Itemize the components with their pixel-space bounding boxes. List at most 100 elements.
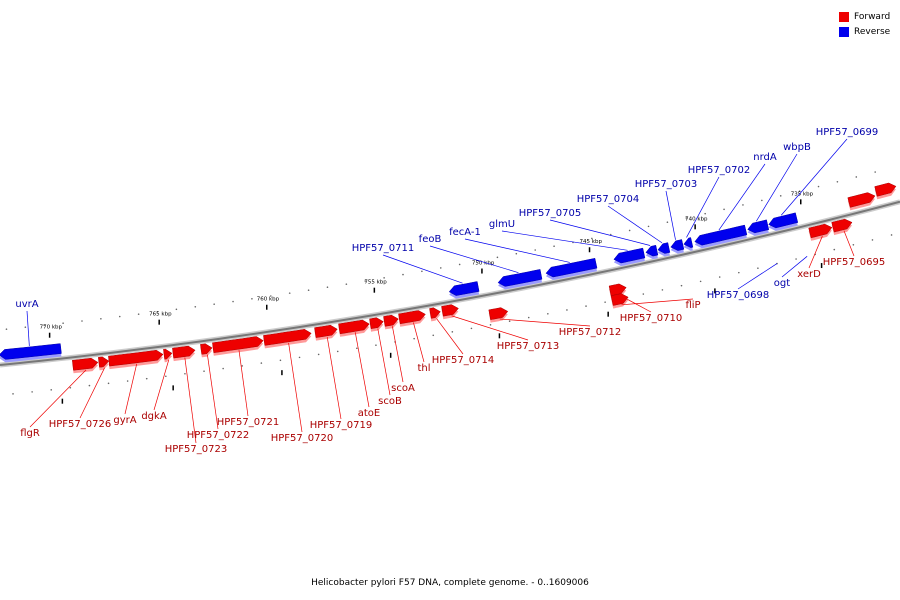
ruler-label: 770 kbp	[40, 325, 63, 331]
guide-dot	[62, 322, 64, 324]
feature-scoa[interactable]: scoA	[383, 314, 415, 394]
genome-caption: Helicobacter pylori F57 DNA, complete ge…	[311, 578, 589, 588]
guide-dot	[685, 217, 688, 219]
guide-dot	[874, 171, 876, 173]
feature-nrda[interactable]: nrdA	[694, 152, 777, 249]
feature-hpf57-0720[interactable]: HPF57_0720	[263, 329, 333, 444]
feature-ogt[interactable]: ogt	[774, 256, 808, 289]
feature-thl[interactable]: thl	[398, 310, 431, 375]
leader-line	[451, 315, 529, 341]
feature-label: HPF57_0695	[823, 257, 885, 268]
guide-dot	[145, 377, 148, 380]
ruler-label: 750 kbp	[472, 261, 495, 267]
guide-dot	[69, 386, 72, 389]
feature-hpf57-0703[interactable]: HPF57_0703	[635, 179, 697, 254]
leader-line	[607, 205, 663, 244]
leader-line	[621, 298, 694, 306]
feature-glmu[interactable]: glmU	[489, 219, 646, 266]
feature-hpf57-0726[interactable]: HPF57_0726	[49, 356, 111, 430]
feature-label: HPF57_0720	[271, 433, 333, 444]
feature-hpf57-0713[interactable]: HPF57_0713	[441, 304, 560, 352]
feature-label: HPF57_0719	[310, 420, 372, 431]
feature-hpf57-0698[interactable]: HPF57_0698	[707, 263, 778, 301]
guide-dot	[307, 289, 310, 292]
feature-hpf57-0699[interactable]: HPF57_0699	[768, 127, 879, 231]
guide-dot	[336, 350, 339, 353]
feature-label: thl	[417, 363, 430, 374]
guide-dot	[402, 273, 404, 276]
guide-dot	[383, 277, 385, 279]
genome-axis	[0, 200, 900, 366]
guide-dot	[458, 263, 461, 266]
feature-arrow	[808, 223, 833, 239]
feature-arrow	[72, 357, 99, 371]
feature-arrow	[497, 269, 543, 287]
legend-reverse-label: Reverse	[854, 26, 891, 37]
leader-line	[382, 254, 463, 284]
guide-dot	[364, 280, 367, 282]
feature-hpf57-0695[interactable]: HPF57_0695	[823, 218, 885, 268]
feature-arrow	[338, 319, 370, 335]
feature-feob[interactable]: feoB	[419, 234, 543, 290]
feature-dgka[interactable]: dgkA	[141, 348, 173, 422]
legend: Forward Reverse	[839, 9, 890, 39]
feature-flgr[interactable]: flgR	[20, 357, 99, 439]
guide-dot	[642, 293, 645, 295]
feature-wbpb[interactable]: wbpB	[747, 142, 811, 236]
feature-uvra[interactable]: uvrA	[0, 299, 62, 363]
feature-hpf57-0723[interactable]: HPF57_0723	[165, 345, 227, 455]
guide-dot	[757, 267, 759, 269]
feature-gyra[interactable]: gyrA	[108, 349, 164, 426]
feature-hpf57-0714[interactable]: HPF57_0714	[429, 307, 495, 366]
reverse-swatch	[839, 26, 849, 37]
leader-line	[184, 357, 197, 444]
leader-line	[808, 235, 823, 269]
guide-dot	[527, 316, 530, 319]
leader-line	[153, 359, 170, 411]
leader-line	[207, 354, 219, 430]
feature-hpf57-0702[interactable]: HPF57_0702	[683, 165, 750, 251]
feature-label: atoE	[358, 408, 381, 419]
guide-dot	[628, 229, 631, 232]
feature-arrow	[768, 212, 799, 229]
feature-hpf57-0722[interactable]: HPF57_0722	[187, 343, 249, 441]
feature-label: HPF57_0711	[352, 243, 414, 254]
leader-line	[755, 153, 798, 222]
feature-arrow	[657, 242, 671, 254]
feature-arrow	[441, 304, 459, 317]
feature-arrow	[608, 283, 627, 297]
leader-line	[781, 256, 808, 278]
feature-hpf57-0704[interactable]: HPF57_0704	[577, 194, 671, 257]
feature-hpf57-0711[interactable]: HPF57_0711	[352, 243, 480, 299]
leader-line	[326, 336, 342, 420]
feature-flip[interactable]: fliP	[610, 293, 701, 311]
guide-dot	[241, 365, 244, 367]
feature-arrow	[831, 218, 853, 233]
guide-dot	[413, 337, 415, 340]
feature-arrow	[429, 307, 441, 319]
guide-dot	[432, 334, 435, 337]
guide-dot	[699, 280, 702, 283]
guide-dot	[451, 331, 454, 333]
leader-line	[464, 238, 570, 263]
feature-label: HPF57_0703	[635, 179, 697, 190]
feature-xerd[interactable]: xerD	[797, 223, 833, 280]
leader-line	[686, 176, 720, 238]
feature-arrow	[0, 343, 62, 360]
guide-dot	[833, 248, 836, 251]
feature-label: ogt	[774, 278, 790, 289]
feature-atoe[interactable]: atoE	[338, 319, 381, 419]
feature-hpf57-0705[interactable]: HPF57_0705	[519, 208, 659, 260]
guide-dot	[890, 234, 893, 236]
legend-forward: Forward	[839, 9, 890, 24]
feature-hpf57-0712[interactable]: HPF57_0712	[488, 307, 621, 338]
feature-feca-1[interactable]: fecA-1	[449, 227, 598, 280]
feature-hpf57-0719[interactable]: HPF57_0719	[310, 324, 372, 431]
feature-scob[interactable]: scoB	[369, 317, 402, 407]
feature-hpf57-0721[interactable]: HPF57_0721	[212, 336, 279, 429]
guide-dot	[270, 295, 272, 297]
guide-dot	[213, 303, 215, 305]
feature-label: nrdA	[753, 152, 777, 163]
feature-label: HPF57_0710	[620, 313, 682, 324]
